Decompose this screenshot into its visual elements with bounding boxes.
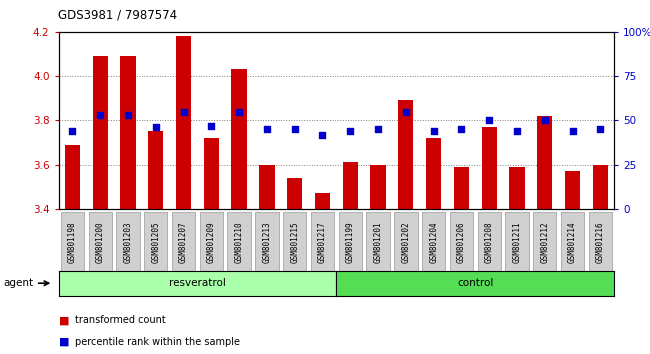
Text: GSM801200: GSM801200 <box>96 221 105 263</box>
Text: ■: ■ <box>58 315 69 325</box>
Text: control: control <box>457 278 493 288</box>
Text: percentile rank within the sample: percentile rank within the sample <box>75 337 240 347</box>
Bar <box>426 138 441 209</box>
Text: GSM801205: GSM801205 <box>151 221 161 263</box>
Text: GSM801202: GSM801202 <box>401 221 410 263</box>
Text: GSM801212: GSM801212 <box>540 221 549 263</box>
Point <box>289 126 300 132</box>
Point <box>67 128 77 134</box>
Point <box>206 123 216 129</box>
Text: GSM801215: GSM801215 <box>290 221 299 263</box>
FancyBboxPatch shape <box>422 212 445 271</box>
Point <box>178 109 188 114</box>
Bar <box>593 165 608 209</box>
Point <box>456 126 467 132</box>
Bar <box>510 167 525 209</box>
FancyBboxPatch shape <box>200 212 223 271</box>
FancyBboxPatch shape <box>367 212 390 271</box>
Point <box>95 112 105 118</box>
Text: ■: ■ <box>58 337 69 347</box>
FancyBboxPatch shape <box>311 212 334 271</box>
FancyBboxPatch shape <box>88 212 112 271</box>
Bar <box>343 162 358 209</box>
FancyBboxPatch shape <box>172 212 195 271</box>
Bar <box>176 36 191 209</box>
Text: GSM801209: GSM801209 <box>207 221 216 263</box>
FancyBboxPatch shape <box>255 212 279 271</box>
Point <box>262 126 272 132</box>
Text: resveratrol: resveratrol <box>169 278 226 288</box>
Text: GSM801199: GSM801199 <box>346 221 355 263</box>
Bar <box>482 127 497 209</box>
Text: GSM801206: GSM801206 <box>457 221 466 263</box>
Text: transformed count: transformed count <box>75 315 166 325</box>
Bar <box>148 131 163 209</box>
Text: GSM801201: GSM801201 <box>374 221 383 263</box>
FancyBboxPatch shape <box>339 212 362 271</box>
FancyBboxPatch shape <box>533 212 556 271</box>
FancyBboxPatch shape <box>505 212 528 271</box>
Bar <box>398 101 413 209</box>
Point <box>484 118 495 123</box>
Point <box>540 118 550 123</box>
FancyBboxPatch shape <box>116 212 140 271</box>
Text: GSM801204: GSM801204 <box>429 221 438 263</box>
Bar <box>259 165 274 209</box>
FancyBboxPatch shape <box>60 212 84 271</box>
Text: GDS3981 / 7987574: GDS3981 / 7987574 <box>58 9 177 22</box>
Point <box>400 109 411 114</box>
Point <box>428 128 439 134</box>
Text: agent: agent <box>3 278 33 288</box>
FancyBboxPatch shape <box>478 212 501 271</box>
FancyBboxPatch shape <box>589 212 612 271</box>
Text: GSM801207: GSM801207 <box>179 221 188 263</box>
Text: GSM801213: GSM801213 <box>263 221 272 263</box>
Point <box>512 128 522 134</box>
Text: GSM801217: GSM801217 <box>318 221 327 263</box>
Bar <box>315 193 330 209</box>
Point <box>345 128 356 134</box>
FancyBboxPatch shape <box>561 212 584 271</box>
FancyBboxPatch shape <box>450 212 473 271</box>
Text: GSM801208: GSM801208 <box>485 221 494 263</box>
Text: GSM801211: GSM801211 <box>512 221 521 263</box>
Point <box>234 109 244 114</box>
Point <box>123 112 133 118</box>
Point <box>317 132 328 137</box>
Text: GSM801214: GSM801214 <box>568 221 577 263</box>
Bar <box>537 116 552 209</box>
Text: GSM801198: GSM801198 <box>68 221 77 263</box>
FancyBboxPatch shape <box>283 212 306 271</box>
Text: GSM801210: GSM801210 <box>235 221 244 263</box>
FancyBboxPatch shape <box>394 212 417 271</box>
Bar <box>370 165 385 209</box>
Bar <box>231 69 247 209</box>
Text: GSM801203: GSM801203 <box>124 221 133 263</box>
Point <box>151 125 161 130</box>
Bar <box>565 171 580 209</box>
Text: GSM801216: GSM801216 <box>596 221 605 263</box>
Bar <box>120 56 136 209</box>
Bar <box>203 138 219 209</box>
Bar <box>454 167 469 209</box>
FancyBboxPatch shape <box>144 212 168 271</box>
Bar <box>65 145 80 209</box>
Bar <box>287 178 302 209</box>
Point <box>373 126 384 132</box>
Point <box>595 126 606 132</box>
FancyBboxPatch shape <box>227 212 251 271</box>
Bar <box>92 56 108 209</box>
Point <box>567 128 578 134</box>
